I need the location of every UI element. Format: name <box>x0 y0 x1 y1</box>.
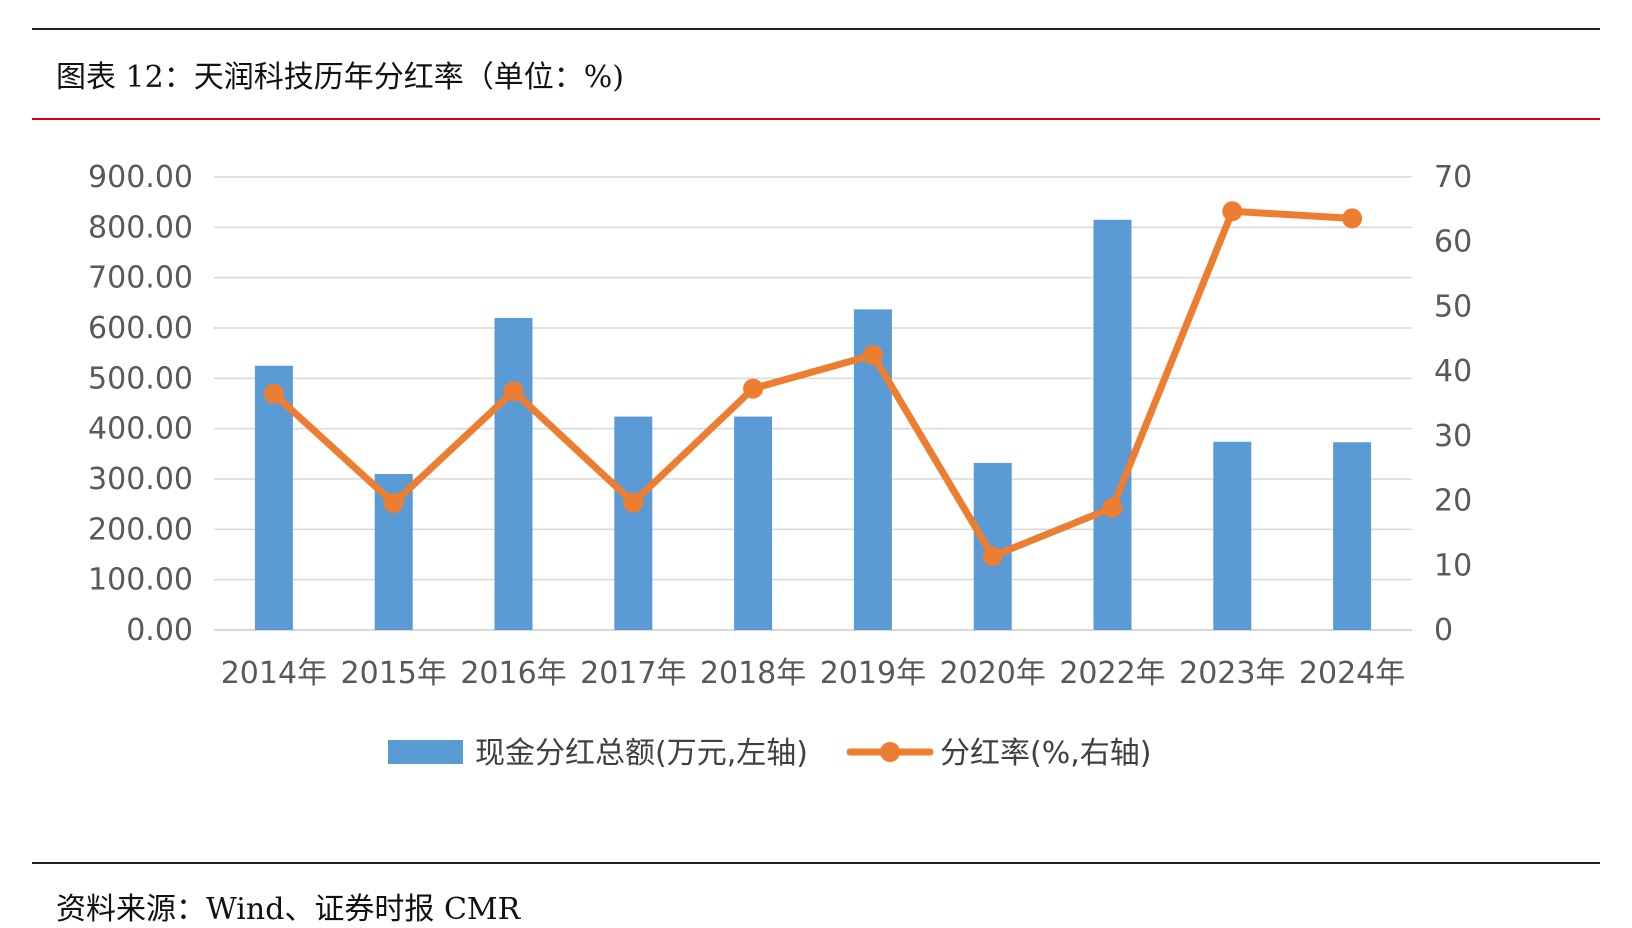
right-axis: 0 10 20 30 40 50 60 70 <box>1434 160 1472 648</box>
payout-ratio-point-2020年 <box>982 546 1003 567</box>
top-rule <box>32 28 1600 30</box>
payout-ratio-point-2019年 <box>862 344 883 365</box>
dual-axis-chart: 0.00 100.00 200.00 300.00 400.00 500.00 600.00… <box>88 160 1472 771</box>
left-axis-tick-label: 600.00 <box>88 311 193 346</box>
figure-title: 图表 12：天润科技历年分红率（单位：%) <box>56 60 624 95</box>
x-axis-tick-label: 2020年 <box>940 656 1046 691</box>
left-axis-tick-label: 800.00 <box>88 210 193 245</box>
payout-ratio-point-2023年 <box>1222 201 1243 222</box>
bar-2017年 <box>614 416 653 630</box>
bar-series <box>254 219 1372 630</box>
right-axis-tick-label: 10 <box>1434 548 1472 583</box>
right-axis-tick-label: 40 <box>1434 354 1472 389</box>
right-axis-tick-label: 0 <box>1434 613 1453 648</box>
x-axis-tick-label: 2022年 <box>1059 656 1165 691</box>
x-axis-tick-label: 2015年 <box>341 656 447 691</box>
bar-2018年 <box>734 416 773 630</box>
right-axis-tick-label: 70 <box>1434 160 1472 195</box>
left-axis-tick-label: 500.00 <box>88 361 193 396</box>
x-axis-tick-label: 2017年 <box>580 656 686 691</box>
x-axis-tick-label: 2018年 <box>700 656 806 691</box>
right-axis-tick-label: 20 <box>1434 484 1472 519</box>
bar-2023年 <box>1213 441 1252 630</box>
payout-ratio-line <box>270 207 1356 560</box>
left-axis-tick-label: 900.00 <box>88 160 193 195</box>
left-axis-tick-label: 400.00 <box>88 412 193 447</box>
payout-ratio-point-2015年 <box>383 493 404 514</box>
payout-ratio-point-2024年 <box>1342 208 1363 229</box>
x-axis-tick-label: 2023年 <box>1179 656 1285 691</box>
x-axis-tick-label: 2019年 <box>820 656 926 691</box>
bar-2022年 <box>1093 219 1132 630</box>
left-axis: 0.00 100.00 200.00 300.00 400.00 500.00 600.00… <box>88 160 193 648</box>
left-axis-tick-label: 700.00 <box>88 261 193 296</box>
right-axis-tick-label: 50 <box>1434 289 1472 324</box>
payout-ratio-point-2016年 <box>503 381 524 402</box>
payout-ratio-point-2018年 <box>743 378 764 399</box>
grid-lines <box>214 176 1412 631</box>
left-axis-tick-label: 200.00 <box>88 512 193 547</box>
x-axis: 2014年 2015年 2016年 2017年 2018年 2019年 2020年 2022年… <box>221 656 1406 691</box>
legend: 现金分红总额(万元,左轴) 分红率(%,右轴) <box>388 736 1151 771</box>
bottom-rule <box>32 862 1600 864</box>
source-note: 资料来源：Wind、证券时报 CMR <box>56 892 521 927</box>
left-axis-tick-label: 100.00 <box>88 563 193 598</box>
legend-line-marker <box>880 742 900 762</box>
bar-2016年 <box>494 317 533 630</box>
legend-bar-label: 现金分红总额(万元,左轴) <box>475 736 808 771</box>
legend-bar-swatch <box>388 740 463 764</box>
x-axis-tick-label: 2016年 <box>460 656 566 691</box>
right-axis-tick-label: 60 <box>1434 225 1472 260</box>
left-axis-tick-label: 0.00 <box>126 613 193 648</box>
payout-ratio-point-2014年 <box>263 383 284 404</box>
x-axis-tick-label: 2014年 <box>221 656 327 691</box>
right-axis-tick-label: 30 <box>1434 419 1472 454</box>
bar-2024年 <box>1333 442 1372 630</box>
line-series <box>263 201 1363 567</box>
x-axis-tick-label: 2024年 <box>1299 656 1405 691</box>
title-underline-rule <box>32 118 1600 120</box>
left-axis-tick-label: 300.00 <box>88 462 193 497</box>
payout-ratio-point-2022年 <box>1102 497 1123 518</box>
legend-line-label: 分红率(%,右轴) <box>940 736 1151 771</box>
payout-ratio-point-2017年 <box>623 492 644 513</box>
